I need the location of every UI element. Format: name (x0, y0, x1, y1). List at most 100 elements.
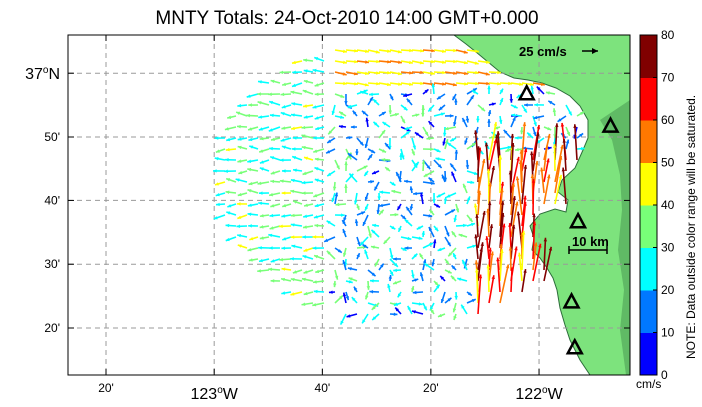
current-vector (345, 49, 359, 53)
current-vector (476, 115, 480, 123)
vector-head (385, 142, 389, 147)
current-vector (279, 70, 292, 75)
current-vector (237, 145, 248, 150)
radar-station-station-4 (562, 291, 581, 309)
vector-shaft (532, 242, 538, 271)
vector-head (474, 260, 479, 265)
vector-head (479, 150, 484, 155)
current-vector (249, 236, 259, 241)
vector-head (490, 251, 494, 256)
vector-head (362, 319, 366, 324)
vector-head (281, 105, 286, 109)
current-vector (521, 201, 527, 238)
current-vector (348, 277, 358, 282)
vector-head (313, 136, 317, 140)
current-vector (326, 250, 336, 260)
vector-head (482, 210, 486, 215)
current-vector (347, 152, 358, 161)
vector-head (351, 297, 356, 302)
current-vector (356, 252, 361, 260)
y-tick-label: 37oN (25, 65, 60, 83)
current-vector (258, 258, 270, 263)
current-vector (268, 233, 281, 238)
current-vector (393, 268, 402, 273)
current-vector (422, 88, 429, 95)
vector-head (440, 298, 445, 303)
vector-head (341, 213, 345, 217)
radar-station-station-1 (517, 83, 536, 101)
current-vector (270, 170, 281, 175)
vector-head (421, 160, 426, 164)
current-vector (573, 124, 578, 161)
vector-head (301, 180, 306, 185)
current-vector (554, 155, 563, 194)
current-vector (378, 263, 385, 271)
vector-head (446, 232, 450, 237)
current-vector (237, 103, 248, 108)
vector-head (512, 196, 517, 200)
vector-head (259, 236, 264, 240)
current-vector (404, 246, 413, 250)
current-vector (437, 313, 446, 318)
current-vector (552, 108, 557, 117)
vector-shaft (497, 131, 501, 161)
vector-head (281, 214, 286, 218)
vector-head (216, 202, 220, 207)
vector-shaft (521, 122, 526, 161)
current-vector (444, 236, 452, 247)
current-vector (384, 142, 391, 150)
current-vector (389, 247, 394, 260)
current-vector (436, 93, 446, 100)
vector-head (214, 136, 219, 140)
current-vector (214, 181, 226, 186)
current-vector (292, 136, 303, 140)
colorbar: 0 10 20 30 40 50 60 70 80 (639, 28, 675, 382)
vector-head (470, 180, 475, 185)
vector-shaft (510, 201, 519, 238)
current-vector (290, 90, 303, 95)
current-vector (510, 156, 520, 194)
current-vector (323, 236, 336, 243)
vector-head (442, 60, 446, 64)
vector-head (476, 146, 481, 150)
current-vector (248, 103, 259, 107)
vector-head (493, 139, 497, 144)
vector-head (301, 125, 306, 130)
vector-head (449, 114, 454, 118)
current-vector (532, 243, 542, 282)
vector-head (431, 262, 435, 267)
vector-head (312, 235, 317, 239)
current-vector (510, 201, 519, 238)
vector-head (291, 126, 295, 131)
vector-head (406, 206, 410, 211)
current-vector (389, 181, 396, 187)
vector-head (472, 244, 477, 249)
current-vector (444, 258, 450, 265)
current-vector (389, 258, 399, 268)
vector-head (486, 208, 490, 213)
vector-head (371, 229, 376, 234)
vector-head (340, 94, 345, 98)
current-vector (280, 137, 292, 142)
current-vector (367, 81, 381, 86)
vector-head (454, 295, 458, 300)
current-vector (487, 119, 491, 128)
current-vector (334, 115, 345, 119)
vector-head (519, 82, 523, 86)
current-vector (302, 89, 314, 95)
vector-head (452, 82, 457, 87)
current-vector (440, 291, 446, 304)
current-vector (301, 302, 314, 306)
vector-head (545, 91, 550, 95)
vector-head (547, 146, 552, 150)
current-vector (347, 267, 358, 271)
current-vector (433, 70, 447, 75)
current-vector (291, 82, 303, 88)
current-vector (444, 225, 450, 237)
vector-head (368, 154, 373, 159)
current-vector (356, 165, 368, 172)
vector-head (303, 248, 308, 252)
vector-shaft (477, 176, 481, 205)
current-vector (411, 302, 423, 306)
current-vector (334, 294, 344, 304)
